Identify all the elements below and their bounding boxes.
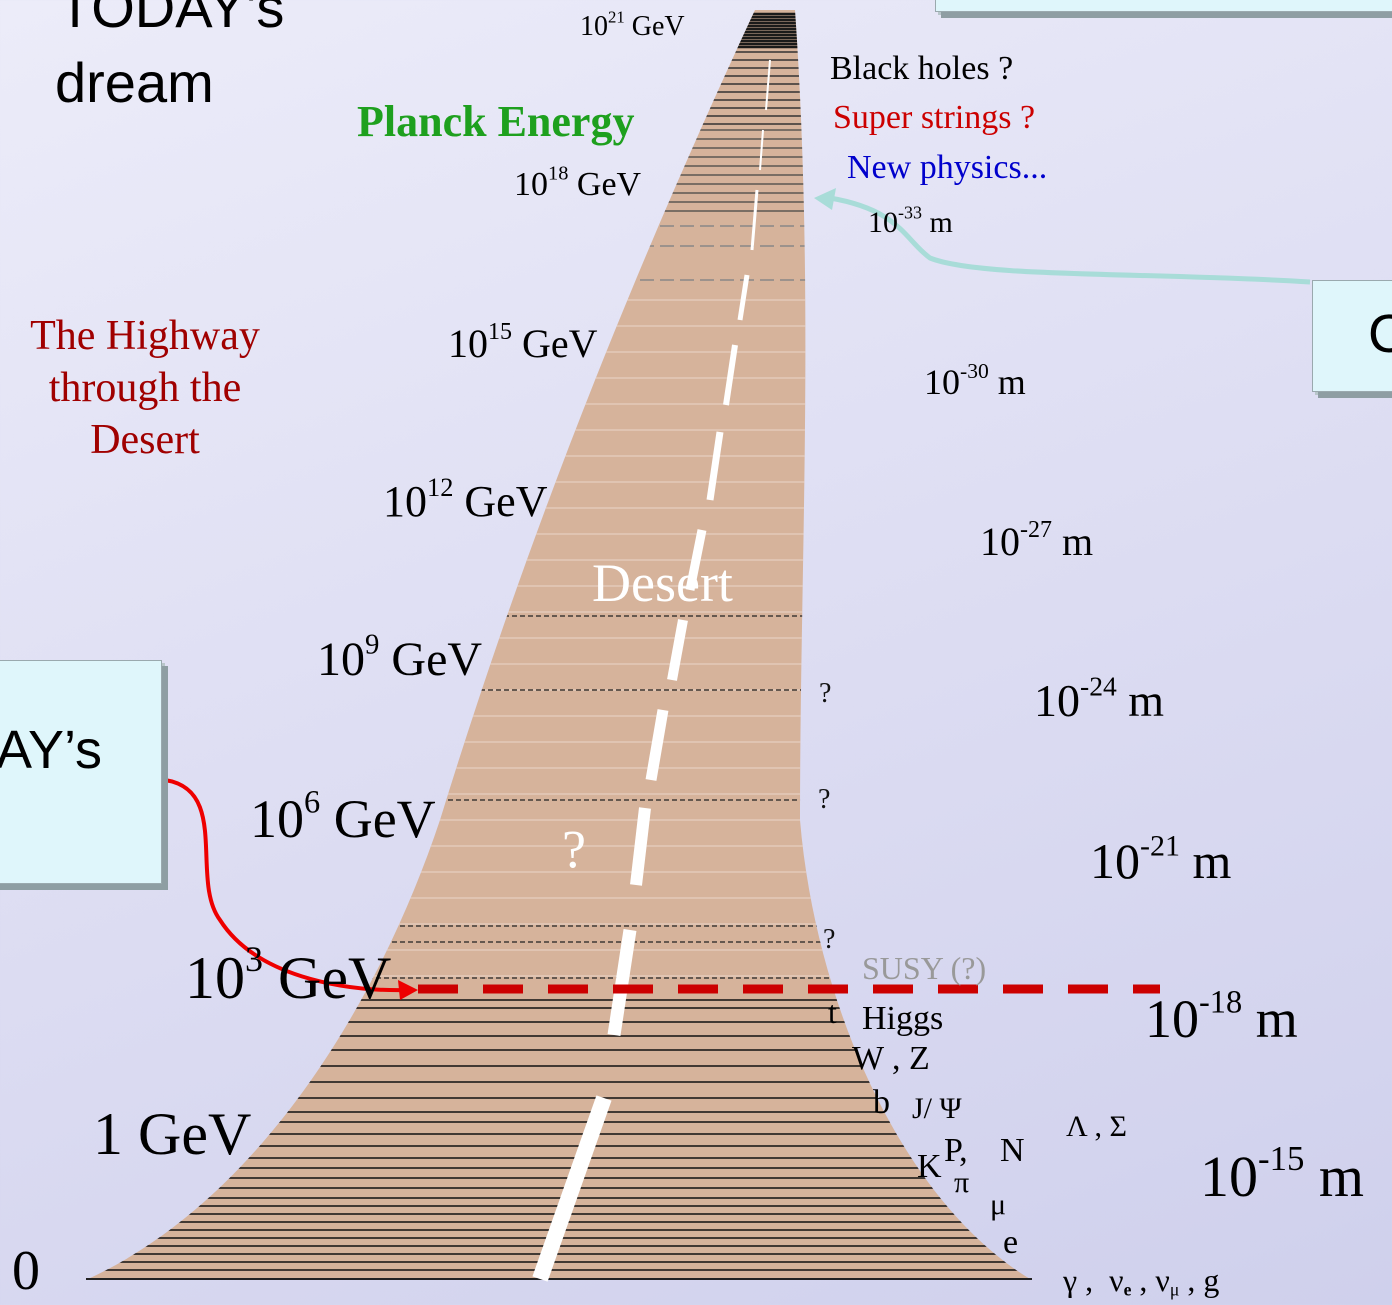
particle-top: t bbox=[828, 994, 837, 1030]
title-line2: dream bbox=[55, 51, 214, 114]
cyan-arrowhead bbox=[814, 188, 836, 210]
distance-label-1e-21: 10-21 m bbox=[1090, 829, 1232, 889]
distance-label-1e-15: 10-15 m bbox=[1200, 1138, 1365, 1209]
center-line-dash bbox=[645, 709, 669, 781]
particle-proton: P, bbox=[944, 1132, 968, 1169]
particle-higgs: Higgs bbox=[862, 1000, 944, 1037]
energy-label-1e15: 1015 GeV bbox=[448, 319, 598, 366]
particle-electron: e bbox=[1003, 1224, 1019, 1261]
new-physics-label: New physics... bbox=[847, 149, 1048, 186]
particle-kaon: K bbox=[917, 1148, 942, 1185]
center-line-dash bbox=[765, 59, 771, 111]
caption-line1: The Highway bbox=[30, 313, 260, 359]
black-holes-label: Black holes ? bbox=[830, 50, 1014, 87]
energy-label-1e21: 1021 GeV bbox=[580, 7, 685, 42]
center-line-dash bbox=[607, 929, 637, 1036]
center-line-dash bbox=[532, 1095, 612, 1282]
distance-label-1e-24: 10-24 m bbox=[1034, 670, 1165, 726]
super-strings-label: Super strings ? bbox=[833, 99, 1036, 136]
highway-caption: The Highway through the Desert bbox=[0, 310, 300, 466]
particle-wz: W , Z bbox=[852, 1040, 930, 1077]
energy-label-zero: 0 bbox=[12, 1240, 40, 1302]
susy-label: SUSY (?) bbox=[862, 950, 987, 986]
left-box-text: AY’s bbox=[0, 720, 103, 780]
caption-line3: Desert bbox=[90, 417, 200, 463]
center-line-dash bbox=[630, 807, 651, 886]
energy-label-1e9: 109 GeV bbox=[317, 628, 483, 686]
energy-label-1e18: 1018 GeV bbox=[514, 162, 642, 203]
road-question-mark: ? bbox=[562, 819, 586, 879]
particle-lambda-sigma: Λ , Σ bbox=[1066, 1110, 1127, 1143]
cyan-arrow bbox=[829, 195, 1311, 285]
right-box-text: C bbox=[1368, 304, 1392, 364]
desert-label: Desert bbox=[592, 553, 733, 613]
energy-label-1e3: 103 GeV bbox=[185, 939, 392, 1011]
distance-label-1e-33: 10-33 m bbox=[868, 202, 953, 239]
particle-neutron: N bbox=[1000, 1132, 1025, 1169]
massless-particles: γ , νe , νμ , g bbox=[1063, 1262, 1220, 1300]
red-arrowhead bbox=[398, 980, 418, 1000]
center-line-dash bbox=[685, 529, 707, 591]
center-line bbox=[532, 59, 771, 1282]
question-mark-1: ? bbox=[819, 678, 832, 709]
energy-label-1gev: 1 GeV bbox=[93, 1101, 252, 1167]
center-line-dash bbox=[737, 274, 750, 321]
left-info-box: AY’s bbox=[0, 660, 162, 884]
top-right-box bbox=[935, 0, 1392, 12]
center-line-dash bbox=[750, 189, 759, 251]
particle-pion: π bbox=[954, 1166, 970, 1199]
question-mark-2: ? bbox=[818, 784, 831, 815]
particle-jpsi: J/ Ψ bbox=[912, 1092, 962, 1125]
center-line-dash bbox=[706, 431, 724, 501]
road-surface bbox=[88, 10, 1030, 1279]
energy-label-1e6: 106 GeV bbox=[250, 784, 436, 849]
particle-muon: μ bbox=[990, 1188, 1007, 1221]
distance-label-1e-30: 10-30 m bbox=[924, 358, 1026, 402]
right-info-box: C bbox=[1312, 280, 1392, 392]
red-arrow bbox=[164, 778, 411, 993]
distance-label-1e-27: 10-27 m bbox=[980, 517, 1094, 564]
question-mark-3: ? bbox=[823, 924, 836, 955]
particle-b: b bbox=[873, 1084, 890, 1121]
center-line-dash bbox=[723, 344, 738, 406]
center-line-dash bbox=[667, 619, 688, 681]
center-line-dash bbox=[759, 129, 764, 171]
planck-energy-label: Planck Energy bbox=[357, 97, 635, 146]
energy-label-1e12: 1012 GeV bbox=[383, 472, 548, 526]
distance-label-1e-18: 10-18 m bbox=[1145, 984, 1298, 1049]
title-line1: TODAY's bbox=[58, 0, 285, 39]
caption-line2: through the bbox=[48, 365, 242, 411]
